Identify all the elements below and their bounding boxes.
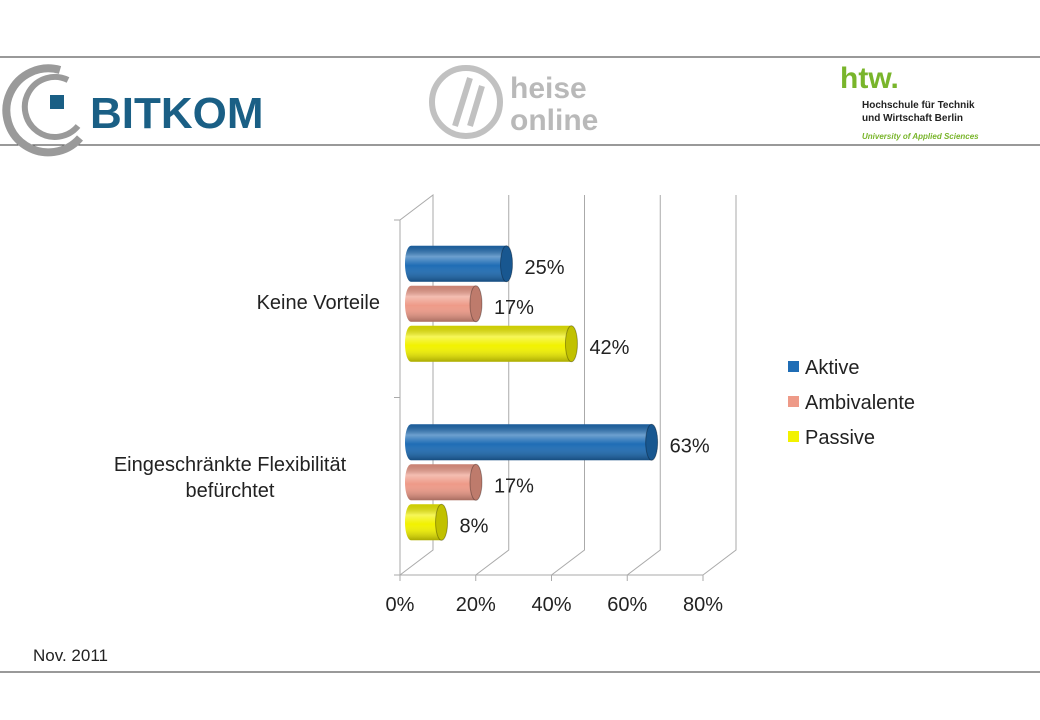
footer-date: Nov. 2011 <box>33 646 108 665</box>
grid-line <box>626 195 661 576</box>
legend-label: Passive <box>805 427 875 449</box>
bar-shade <box>405 464 482 501</box>
category-label: Eingeschränkte Flexibilität befürchtet <box>113 454 347 503</box>
bar-shade <box>405 424 658 461</box>
logo-text: heise <box>510 72 587 105</box>
legend-swatch <box>788 361 799 372</box>
bar-cap-shade <box>565 325 578 362</box>
value-label: 8% <box>460 515 489 537</box>
bitkom-logo: BITKOM <box>2 64 264 157</box>
x-tick-label: 80% <box>683 594 723 616</box>
value-label: 63% <box>670 435 710 457</box>
legend-label: Aktive <box>805 357 859 379</box>
value-label: 17% <box>494 475 534 497</box>
x-tick-label: 0% <box>386 594 415 616</box>
logo-text: online <box>510 104 598 137</box>
bar-cap <box>469 285 483 323</box>
logo-text: und Wirtschaft Berlin <box>862 113 963 124</box>
bar-cap <box>469 463 483 501</box>
x-tick-label: 60% <box>607 594 647 616</box>
bar-cap-shade <box>469 285 482 322</box>
value-label: 42% <box>589 337 629 359</box>
legend-swatch <box>788 431 799 442</box>
bar-cap-shade <box>469 464 482 501</box>
logo-text: University of Applied Sciences <box>862 132 979 141</box>
category-label: Keine Vorteile <box>256 291 380 314</box>
grid-line <box>702 195 737 576</box>
grid-line <box>475 195 510 576</box>
legend-label: Ambivalente <box>805 392 915 414</box>
bar-cap <box>564 325 578 363</box>
bar-shade <box>405 285 482 322</box>
bar-shade <box>405 245 513 282</box>
grid-line <box>551 195 585 576</box>
logo-text: BITKOM <box>90 89 264 138</box>
htw-logo: htw. Hochschule für Technik und Wirtscha… <box>840 62 979 141</box>
value-label: 17% <box>494 297 534 319</box>
bar-cap <box>645 423 659 461</box>
heise-logo: heise online <box>429 65 598 139</box>
bar-cap-shade <box>435 504 448 541</box>
bar-cap-shade <box>645 424 658 461</box>
logo-text: Hochschule für Technik <box>862 100 975 111</box>
value-label: 25% <box>525 257 565 279</box>
bar-cap <box>435 503 449 541</box>
bar-shade <box>405 325 578 362</box>
x-tick-label: 40% <box>531 594 571 616</box>
bar-cap <box>500 245 513 283</box>
logo-text: htw. <box>840 62 899 95</box>
x-tick-label: 20% <box>456 594 496 616</box>
bar-cap-shade <box>500 245 513 282</box>
legend-swatch <box>788 396 799 407</box>
